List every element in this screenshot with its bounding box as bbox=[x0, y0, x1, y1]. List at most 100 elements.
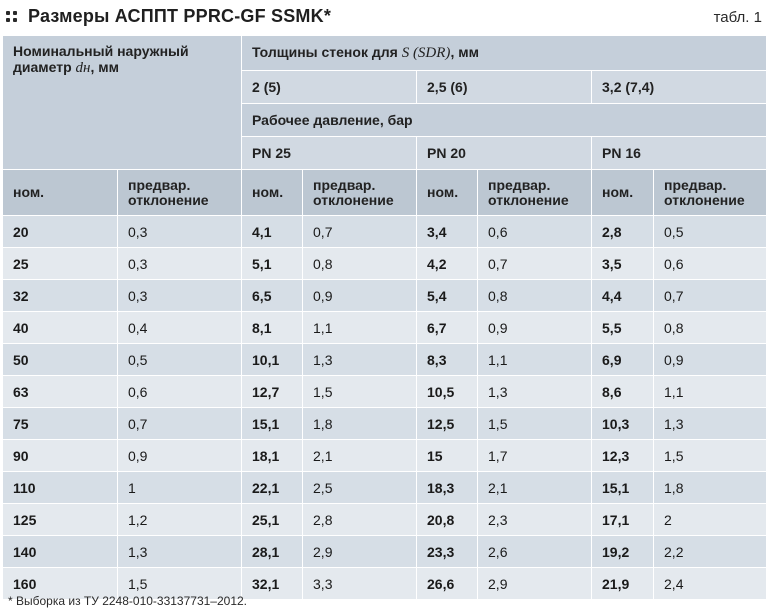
footnote: * Выборка из ТУ 2248-010-33137731–2012. bbox=[8, 594, 248, 608]
table-row: 110 1 22,1 2,5 18,3 2,1 15,1 1,8 bbox=[2, 471, 768, 504]
col-nom: ном. bbox=[591, 169, 655, 216]
col-dev-line2: отклонение bbox=[664, 191, 745, 208]
cell-deviation: 2,4 bbox=[653, 567, 768, 600]
cell-deviation: 1,5 bbox=[302, 375, 418, 408]
cell-deviation: 0,6 bbox=[116, 375, 243, 408]
cell-deviation: 0,7 bbox=[116, 407, 243, 440]
cell-deviation: 2,9 bbox=[302, 535, 418, 568]
cell-nominal: 10,3 bbox=[591, 407, 655, 440]
table-row: 25 0,3 5,1 0,8 4,2 0,7 3,5 0,6 bbox=[2, 247, 768, 280]
cell-deviation: 1,3 bbox=[302, 343, 418, 376]
cell-deviation: 0,9 bbox=[653, 343, 768, 376]
sdr-header-3: 3,2 (7,4) bbox=[591, 70, 768, 104]
cell-nominal: 5,1 bbox=[241, 247, 304, 280]
cell-nominal: 32 bbox=[2, 279, 118, 312]
cell-nominal: 18,1 bbox=[241, 439, 304, 472]
cell-nominal: 4,4 bbox=[591, 279, 655, 312]
cell-nominal: 15 bbox=[416, 439, 479, 472]
cell-nominal: 125 bbox=[2, 503, 118, 536]
table-body: 20 0,3 4,1 0,7 3,4 0,6 2,8 0,5 25 0,3 5,1 0,8 4,2 0,7… bbox=[2, 215, 768, 600]
table-row: 50 0,5 10,1 1,3 8,3 1,1 6,9 0,9 bbox=[2, 343, 768, 376]
table-row: 32 0,3 6,5 0,9 5,4 0,8 4,4 0,7 bbox=[2, 279, 768, 312]
cell-deviation: 1,5 bbox=[653, 439, 768, 472]
cell-nominal: 2,8 bbox=[591, 215, 655, 248]
cell-nominal: 20 bbox=[2, 215, 118, 248]
table-row: 140 1,3 28,1 2,9 23,3 2,6 19,2 2,2 bbox=[2, 535, 768, 568]
cell-deviation: 0,8 bbox=[302, 247, 418, 280]
cell-nominal: 21,9 bbox=[591, 567, 655, 600]
cell-deviation: 0,4 bbox=[116, 311, 243, 344]
pn-header-3: PN 16 bbox=[591, 136, 768, 170]
sdr-header-2: 2,5 (6) bbox=[416, 70, 593, 104]
cell-nominal: 15,1 bbox=[591, 471, 655, 504]
table-row: 63 0,6 12,7 1,5 10,5 1,3 8,6 1,1 bbox=[2, 375, 768, 408]
cell-nominal: 110 bbox=[2, 471, 118, 504]
cell-nominal: 19,2 bbox=[591, 535, 655, 568]
cell-nominal: 22,1 bbox=[241, 471, 304, 504]
cell-nominal: 5,4 bbox=[416, 279, 479, 312]
cell-nominal: 140 bbox=[2, 535, 118, 568]
cell-deviation: 2,3 bbox=[477, 503, 593, 536]
cell-deviation: 0,7 bbox=[477, 247, 593, 280]
col-dev: предвар. отклонение bbox=[653, 169, 768, 216]
cell-nominal: 26,6 bbox=[416, 567, 479, 600]
wall-unit: , мм bbox=[450, 44, 479, 60]
cell-nominal: 32,1 bbox=[241, 567, 304, 600]
table-row: 20 0,3 4,1 0,7 3,4 0,6 2,8 0,5 bbox=[2, 215, 768, 248]
cell-deviation: 0,5 bbox=[653, 215, 768, 248]
pipe-dimensions-table: Номинальный наружный диаметр dн, мм Толщ… bbox=[1, 35, 768, 600]
pn-header-2: PN 20 bbox=[416, 136, 593, 170]
cell-deviation: 2,9 bbox=[477, 567, 593, 600]
title-row: Размеры АСППТ PPRC-GF SSMK* табл. 1 bbox=[0, 0, 768, 36]
cell-nominal: 12,3 bbox=[591, 439, 655, 472]
cell-deviation: 1 bbox=[116, 471, 243, 504]
diameter-unit: , мм bbox=[90, 59, 120, 75]
cell-nominal: 20,8 bbox=[416, 503, 479, 536]
cell-deviation: 1,1 bbox=[302, 311, 418, 344]
cell-nominal: 25,1 bbox=[241, 503, 304, 536]
table-row: 160 1,5 32,1 3,3 26,6 2,9 21,9 2,4 bbox=[2, 567, 768, 600]
cell-deviation: 1,1 bbox=[653, 375, 768, 408]
pn-header-1: PN 25 bbox=[241, 136, 418, 170]
table-row: 40 0,4 8,1 1,1 6,7 0,9 5,5 0,8 bbox=[2, 311, 768, 344]
cell-nominal: 3,4 bbox=[416, 215, 479, 248]
col-dev-line1: предвар. bbox=[488, 176, 551, 193]
cell-deviation: 1,7 bbox=[477, 439, 593, 472]
cell-nominal: 23,3 bbox=[416, 535, 479, 568]
cell-nominal: 17,1 bbox=[591, 503, 655, 536]
col-dev: предвар. отклонение bbox=[477, 169, 593, 216]
col-dev-line2: отклонение bbox=[488, 191, 569, 208]
cell-deviation: 2,8 bbox=[302, 503, 418, 536]
cell-nominal: 40 bbox=[2, 311, 118, 344]
col-nom: ном. bbox=[416, 169, 479, 216]
cell-nominal: 10,5 bbox=[416, 375, 479, 408]
wall-label: Толщины стенок для bbox=[252, 44, 398, 60]
cell-nominal: 3,5 bbox=[591, 247, 655, 280]
cell-nominal: 18,3 bbox=[416, 471, 479, 504]
diameter-header-line2: диаметр bbox=[13, 59, 72, 75]
cell-deviation: 0,8 bbox=[477, 279, 593, 312]
cell-nominal: 160 bbox=[2, 567, 118, 600]
cell-deviation: 0,9 bbox=[302, 279, 418, 312]
wall-thickness-header: Толщины стенок для S (SDR), мм bbox=[241, 35, 768, 71]
cell-deviation: 1,8 bbox=[653, 471, 768, 504]
cell-deviation: 2,5 bbox=[302, 471, 418, 504]
cell-nominal: 8,1 bbox=[241, 311, 304, 344]
diameter-header-line1: Номинальный наружный bbox=[13, 43, 189, 59]
cell-nominal: 6,9 bbox=[591, 343, 655, 376]
cell-nominal: 6,5 bbox=[241, 279, 304, 312]
wall-symbol: S (SDR) bbox=[401, 45, 451, 61]
cell-deviation: 0,7 bbox=[302, 215, 418, 248]
cell-deviation: 2,6 bbox=[477, 535, 593, 568]
diameter-header: Номинальный наружный диаметр dн, мм bbox=[1, 35, 243, 170]
table-row: 125 1,2 25,1 2,8 20,8 2,3 17,1 2 bbox=[2, 503, 768, 536]
col-dev-line2: отклонение bbox=[128, 191, 209, 208]
cell-nominal: 5,5 bbox=[591, 311, 655, 344]
cell-nominal: 4,2 bbox=[416, 247, 479, 280]
col-dev-line2: отклонение bbox=[313, 191, 394, 208]
table-number: табл. 1 bbox=[713, 9, 762, 26]
cell-deviation: 1,5 bbox=[116, 567, 243, 600]
cell-deviation: 1,5 bbox=[477, 407, 593, 440]
pressure-header: Рабочее давление, бар bbox=[241, 103, 768, 137]
cell-deviation: 1,3 bbox=[653, 407, 768, 440]
